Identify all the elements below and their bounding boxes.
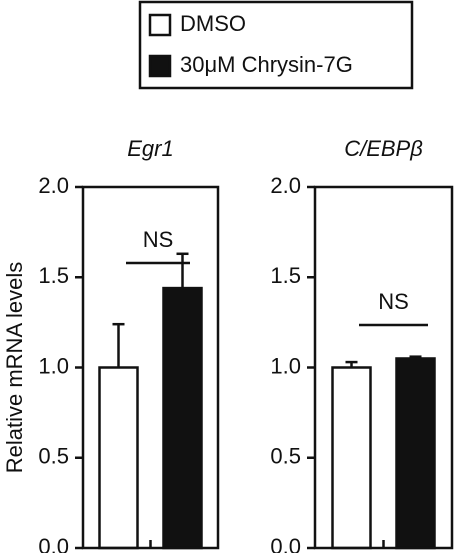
legend-label: DMSO — [180, 11, 246, 36]
y-tick-label: 0.5 — [38, 444, 69, 469]
significance-label: NS — [143, 227, 174, 252]
legend-box — [138, 0, 414, 90]
plot-frame — [81, 185, 220, 550]
y-axis-label: Relative mRNA levels — [2, 262, 27, 474]
y-tick-label: 2.0 — [270, 173, 301, 198]
significance-label: NS — [378, 289, 409, 314]
y-tick-label: 0.5 — [270, 444, 301, 469]
y-tick-label: 1.0 — [270, 353, 301, 378]
y-tick-label: 0.0 — [270, 534, 301, 553]
y-tick-label: 2.0 — [38, 173, 69, 198]
legend-swatch — [148, 13, 172, 37]
bar — [331, 366, 372, 550]
y-tick-label: 1.5 — [270, 263, 301, 288]
y-tick-label: 1.5 — [38, 263, 69, 288]
bar — [98, 366, 139, 550]
y-tick-label: 0.0 — [38, 534, 69, 553]
legend-label: 30μM Chrysin-7G — [180, 52, 353, 77]
panel-title: C/EBPβ — [344, 136, 423, 161]
bar — [162, 286, 203, 550]
panel-title: Egr1 — [127, 136, 173, 161]
bar — [395, 357, 436, 550]
y-tick-label: 1.0 — [38, 353, 69, 378]
plot-frame — [313, 185, 454, 550]
legend-swatch — [148, 54, 172, 78]
